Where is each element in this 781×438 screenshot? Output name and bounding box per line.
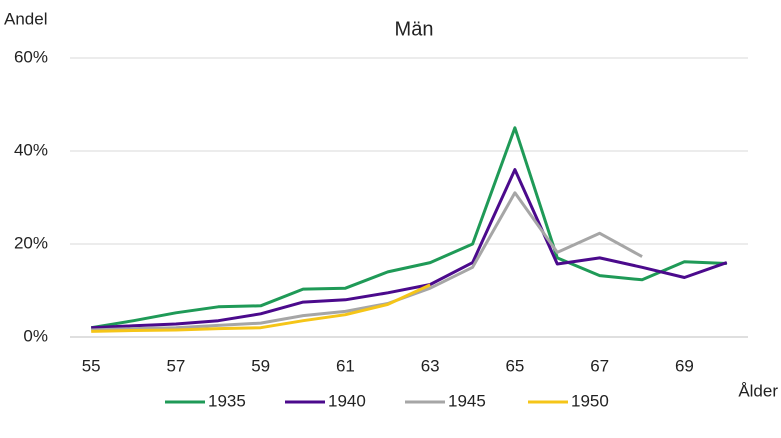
series-line [90,126,727,330]
y-tick-label: 0% [23,326,48,345]
legend-label: 1945 [448,391,486,410]
x-tick-label: 63 [421,356,440,375]
y-tick-label: 40% [14,140,48,159]
x-tick-label: 57 [166,356,185,375]
y-tick-label: 60% [14,47,48,66]
x-tick-label: 61 [336,356,355,375]
legend-label: 1950 [571,391,609,410]
legend-label: 1935 [208,391,246,410]
series-line [91,191,643,332]
chart-title: Män [395,18,434,40]
series-line [91,283,431,333]
y-axis-label: Andel [4,9,47,28]
x-tick-label: 67 [590,356,609,375]
series-line [91,168,728,330]
x-axis-label: Ålder [738,381,778,400]
y-tick-label: 20% [14,233,48,252]
x-tick-label: 65 [505,356,524,375]
x-tick-label: 69 [675,356,694,375]
x-tick-label: 55 [82,356,101,375]
legend-label: 1940 [328,391,366,410]
x-tick-label: 59 [251,356,270,375]
